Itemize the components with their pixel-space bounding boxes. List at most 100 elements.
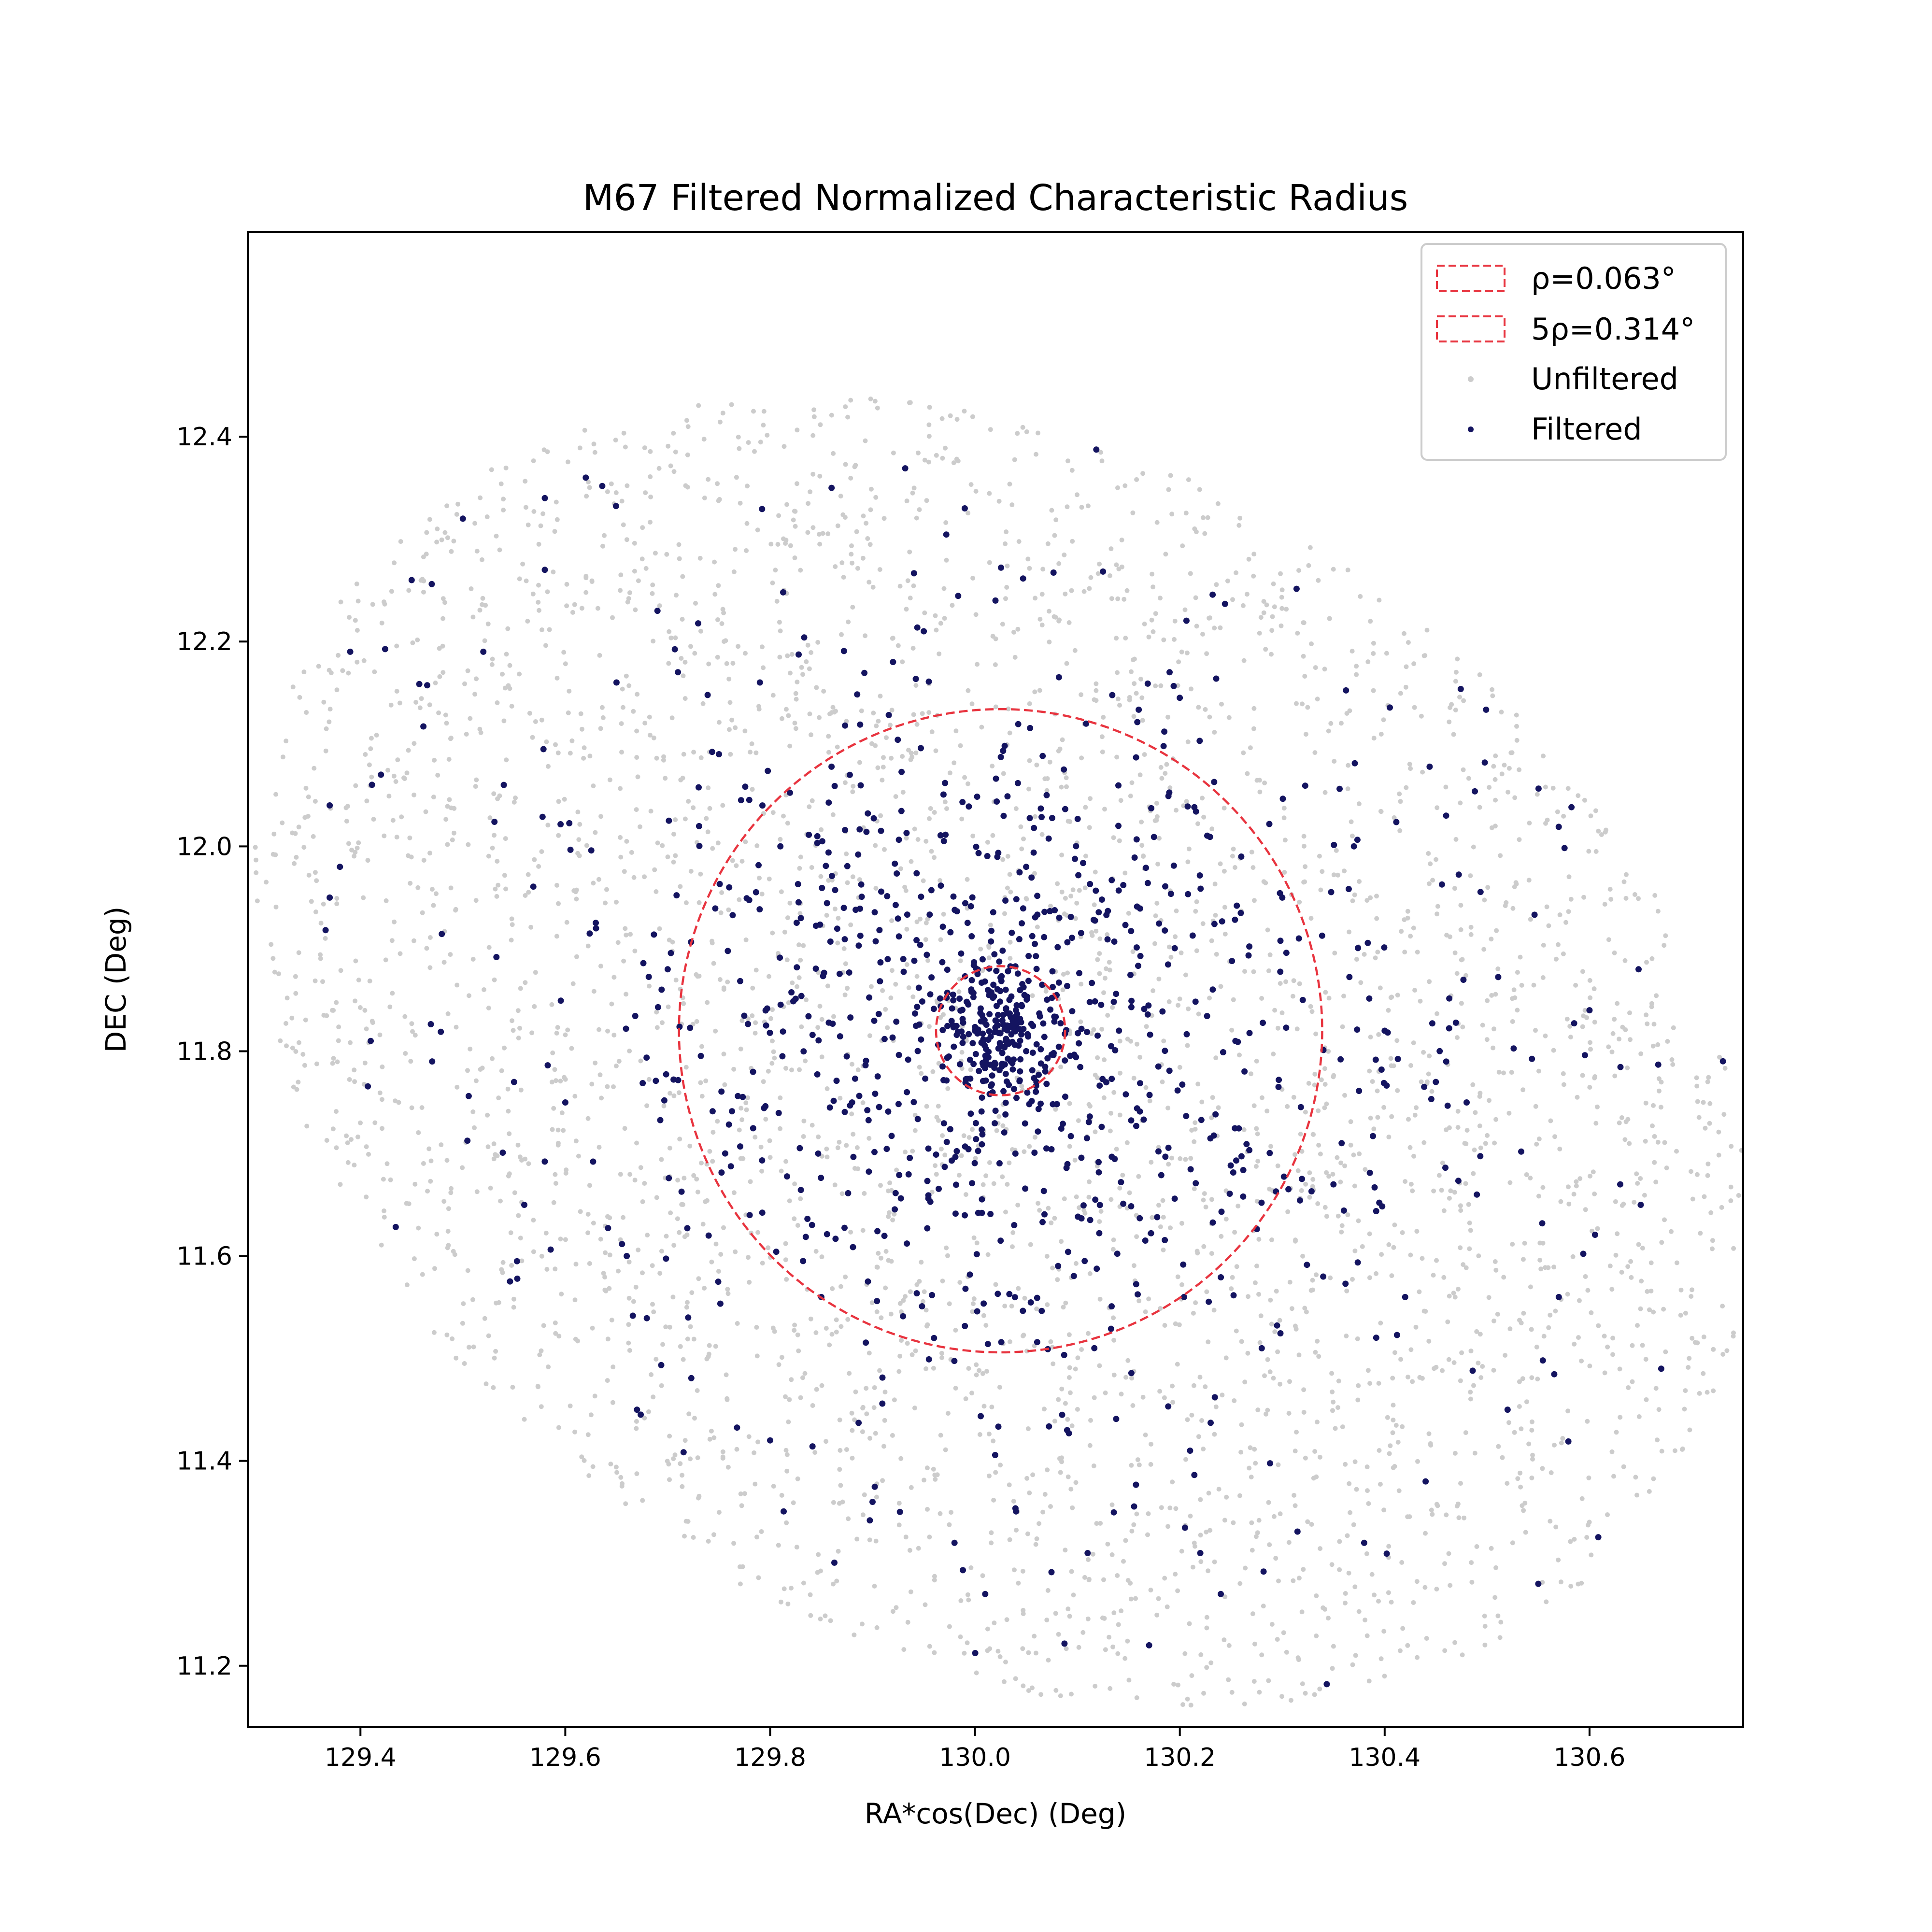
unfiltered-point	[624, 838, 629, 844]
filtered-point	[666, 817, 672, 824]
filtered-point	[833, 1078, 840, 1084]
unfiltered-point	[1000, 1174, 1005, 1179]
unfiltered-point	[269, 942, 274, 947]
filtered-point	[1142, 1237, 1149, 1244]
unfiltered-point	[1510, 996, 1515, 1001]
unfiltered-point	[893, 794, 898, 799]
unfiltered-point	[539, 1348, 544, 1353]
filtered-point	[1096, 1082, 1103, 1089]
filtered-point	[1444, 1102, 1451, 1109]
filtered-point	[459, 515, 466, 522]
unfiltered-point	[958, 1634, 963, 1639]
unfiltered-point	[1519, 1321, 1524, 1325]
filtered-point	[939, 923, 946, 930]
unfiltered-point	[1554, 956, 1559, 962]
unfiltered-point	[687, 1143, 693, 1149]
unfiltered-point	[1255, 1530, 1260, 1535]
unfiltered-point	[1627, 1141, 1632, 1146]
unfiltered-point	[506, 1108, 511, 1114]
unfiltered-point	[1168, 473, 1173, 478]
unfiltered-point	[869, 486, 874, 492]
unfiltered-point	[1255, 1131, 1260, 1136]
unfiltered-point	[1007, 872, 1012, 877]
unfiltered-point	[294, 1087, 299, 1092]
unfiltered-point	[1389, 1063, 1394, 1068]
unfiltered-point	[558, 1079, 563, 1084]
filtered-point	[871, 1017, 878, 1024]
unfiltered-point	[1249, 1071, 1253, 1077]
unfiltered-point	[667, 1434, 672, 1439]
unfiltered-point	[1242, 1701, 1247, 1706]
unfiltered-point	[750, 1013, 755, 1018]
unfiltered-point	[812, 1450, 818, 1455]
unfiltered-point	[736, 644, 741, 649]
filtered-point	[974, 971, 981, 978]
unfiltered-point	[428, 1179, 433, 1184]
unfiltered-point	[783, 707, 789, 712]
unfiltered-point	[1053, 517, 1059, 523]
unfiltered-point	[1391, 1245, 1396, 1250]
unfiltered-point	[1089, 930, 1094, 935]
filtered-point	[1077, 1064, 1084, 1070]
unfiltered-point	[917, 1279, 922, 1284]
unfiltered-point	[1291, 978, 1296, 983]
filtered-point	[863, 828, 870, 835]
unfiltered-point	[1252, 1447, 1257, 1452]
unfiltered-point	[1705, 1079, 1710, 1084]
unfiltered-point	[1099, 734, 1105, 739]
unfiltered-point	[1065, 1417, 1070, 1422]
unfiltered-point	[380, 1064, 385, 1069]
filtered-point	[1028, 874, 1035, 881]
circle-rho	[935, 965, 1066, 1096]
unfiltered-point	[1118, 798, 1123, 803]
unfiltered-point	[1576, 793, 1581, 798]
unfiltered-point	[1251, 552, 1257, 557]
unfiltered-point	[561, 1128, 566, 1133]
unfiltered-point	[1500, 1455, 1505, 1460]
unfiltered-point	[1176, 1682, 1180, 1688]
unfiltered-point	[786, 1000, 791, 1005]
unfiltered-point	[760, 1261, 765, 1266]
unfiltered-point	[677, 1136, 682, 1142]
unfiltered-point	[1530, 1457, 1535, 1462]
unfiltered-point	[935, 1000, 940, 1005]
unfiltered-point	[1094, 928, 1099, 934]
unfiltered-point	[1493, 1565, 1499, 1570]
unfiltered-point	[1386, 1135, 1392, 1139]
unfiltered-point	[1348, 1119, 1353, 1124]
filtered-point	[741, 1012, 748, 1019]
unfiltered-point	[1697, 1391, 1702, 1396]
unfiltered-point	[1399, 929, 1404, 934]
unfiltered-point	[835, 744, 840, 750]
unfiltered-point	[739, 1117, 745, 1122]
unfiltered-point	[1129, 669, 1134, 674]
filtered-point	[894, 870, 900, 877]
unfiltered-point	[1655, 1437, 1660, 1443]
unfiltered-point	[938, 878, 943, 883]
unfiltered-point	[609, 1001, 614, 1007]
unfiltered-point	[573, 1262, 579, 1267]
unfiltered-point	[721, 1225, 726, 1230]
filtered-point	[817, 921, 824, 928]
filtered-point	[1112, 1047, 1119, 1053]
unfiltered-point	[1701, 1100, 1706, 1105]
unfiltered-point	[1175, 1362, 1180, 1367]
filtered-point	[970, 962, 977, 968]
unfiltered-point	[607, 1215, 612, 1221]
filtered-point	[1428, 1096, 1435, 1102]
filtered-point	[1046, 1423, 1052, 1430]
filtered-point	[982, 1077, 989, 1084]
unfiltered-point	[798, 1196, 803, 1201]
unfiltered-point	[667, 629, 672, 634]
unfiltered-point	[1528, 1176, 1533, 1180]
unfiltered-point	[867, 1033, 872, 1038]
filtered-point	[1208, 1420, 1214, 1426]
unfiltered-point	[344, 1133, 349, 1138]
unfiltered-point	[553, 1172, 558, 1177]
filtered-point	[904, 1240, 910, 1247]
unfiltered-point	[664, 1234, 669, 1239]
unfiltered-point	[471, 1344, 476, 1350]
unfiltered-point	[1179, 649, 1184, 654]
unfiltered-point	[1257, 1340, 1263, 1345]
unfiltered-point	[501, 497, 506, 502]
